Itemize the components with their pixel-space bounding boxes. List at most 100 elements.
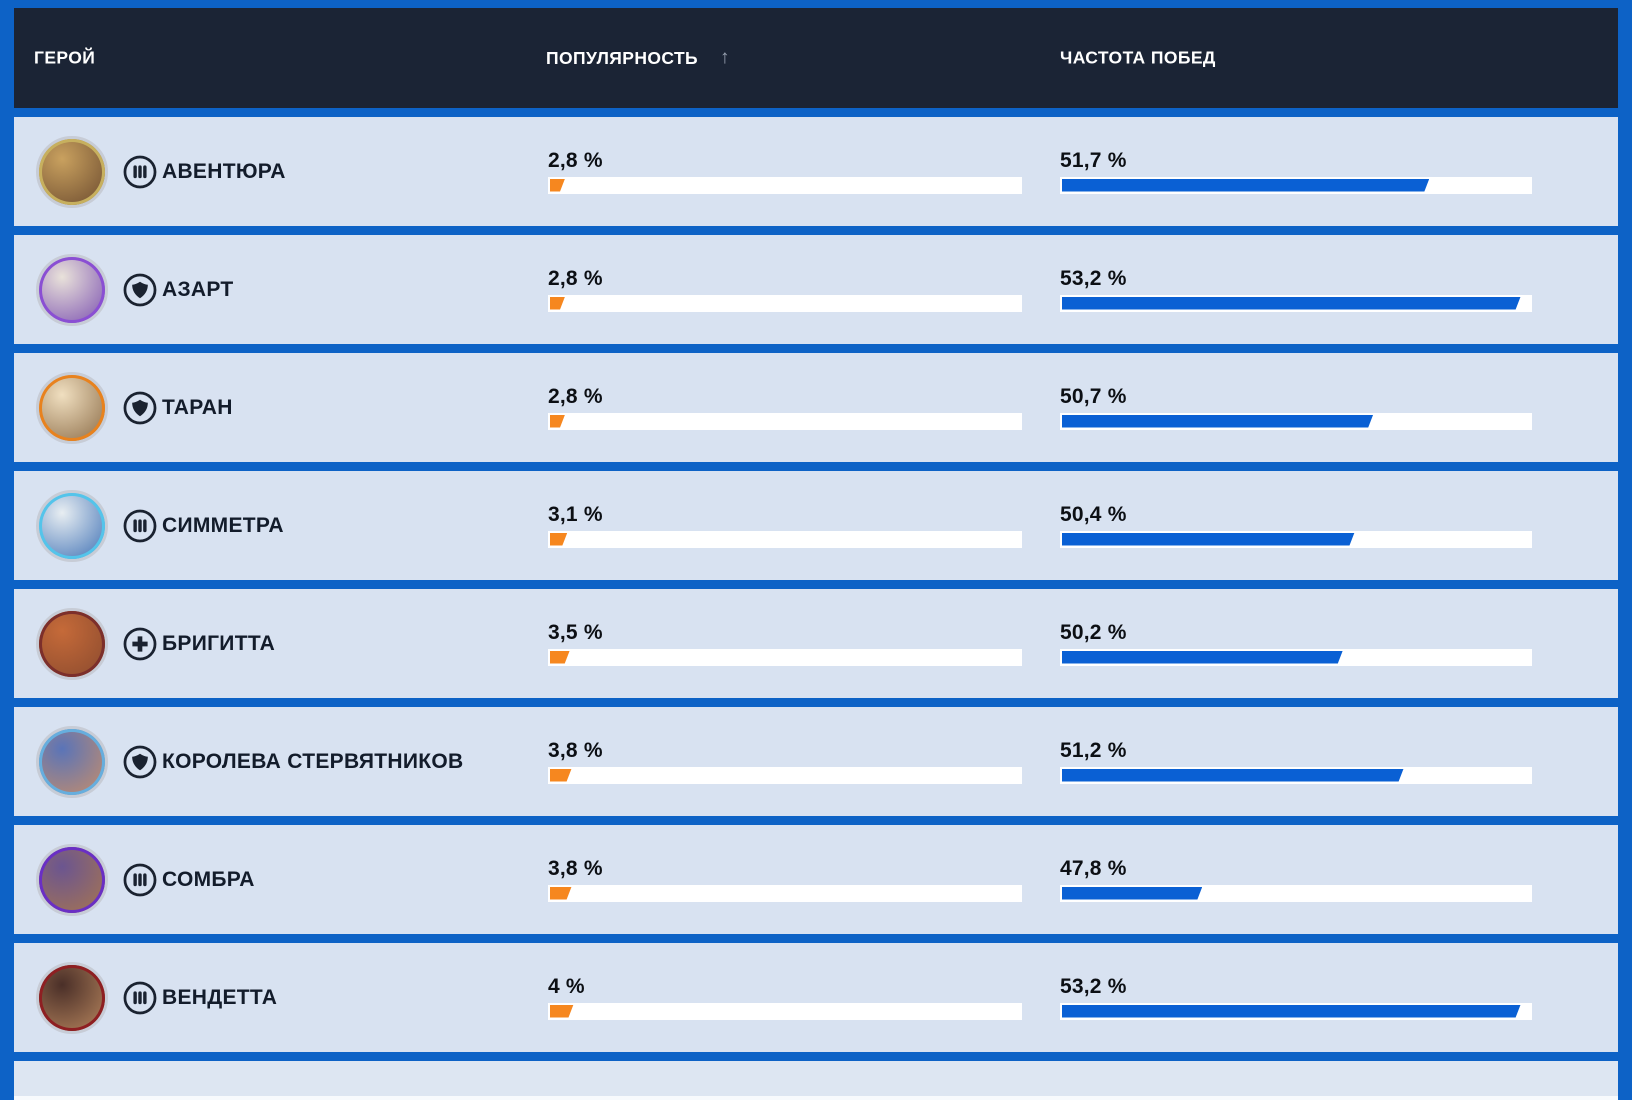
- tank-role-icon: [123, 391, 157, 424]
- damage-role-icon: [123, 509, 157, 542]
- winrate-value: 51,7 %: [1060, 148, 1127, 172]
- column-header-hero[interactable]: ГЕРОЙ: [34, 48, 95, 69]
- winrate-bar-track: [1060, 648, 1532, 666]
- table-header: ГЕРОЙ ПОПУЛЯРНОСТЬ ↑ ЧАСТОТА ПОБЕД: [14, 8, 1618, 108]
- support-role-icon: [123, 627, 157, 660]
- winrate-bar-fill: [1062, 179, 1429, 192]
- popularity-bar-fill: [550, 651, 570, 664]
- avatar: [36, 961, 108, 1034]
- table-row-partial: [14, 1061, 1618, 1096]
- winrate-cell: 50,7 %: [1060, 386, 1532, 430]
- hero-name: СОМБРА: [162, 867, 255, 891]
- avatar-portrait: [39, 492, 105, 559]
- popularity-bar-track: [548, 884, 1022, 902]
- winrate-bar-fill: [1062, 1005, 1521, 1018]
- winrate-bar-fill: [1062, 651, 1343, 664]
- popularity-bar-fill: [550, 533, 567, 546]
- popularity-bar-track: [548, 412, 1022, 430]
- column-header-popularity[interactable]: ПОПУЛЯРНОСТЬ ↑: [546, 47, 730, 69]
- table-row[interactable]: СИММЕТРА 3,1 % 50,4 %: [14, 471, 1618, 580]
- winrate-value: 51,2 %: [1060, 738, 1127, 762]
- table-row[interactable]: АВЕНТЮРА 2,8 % 51,7 %: [14, 117, 1618, 226]
- table-row[interactable]: СОМБРА 3,8 % 47,8 %: [14, 825, 1618, 934]
- table-row[interactable]: АЗАРТ 2,8 % 53,2 %: [14, 235, 1618, 344]
- damage-role-icon: [123, 981, 157, 1014]
- winrate-bar-track: [1060, 884, 1532, 902]
- avatar-portrait: [39, 374, 105, 441]
- popularity-bar-track: [548, 530, 1022, 548]
- avatar: [36, 843, 108, 916]
- avatar: [36, 725, 108, 798]
- popularity-cell: 3,5 %: [548, 622, 1022, 666]
- hero-name: КОРОЛЕВА СТЕРВЯТНИКОВ: [162, 749, 464, 773]
- table-row[interactable]: ТАРАН 2,8 % 50,7 %: [14, 353, 1618, 462]
- popularity-bar-fill: [550, 297, 565, 310]
- column-header-winrate[interactable]: ЧАСТОТА ПОБЕД: [1060, 48, 1216, 69]
- damage-role-icon: [123, 155, 157, 188]
- hero-name: СИММЕТРА: [162, 513, 284, 537]
- winrate-bar-fill: [1062, 887, 1202, 900]
- winrate-value: 53,2 %: [1060, 974, 1127, 998]
- winrate-cell: 51,2 %: [1060, 740, 1532, 784]
- popularity-bar-fill: [550, 1005, 574, 1018]
- damage-role-icon: [123, 863, 157, 896]
- popularity-cell: 2,8 %: [548, 386, 1022, 430]
- winrate-cell: 50,4 %: [1060, 504, 1532, 548]
- winrate-cell: 47,8 %: [1060, 858, 1532, 902]
- winrate-value: 50,7 %: [1060, 384, 1127, 408]
- popularity-cell: 4 %: [548, 976, 1022, 1020]
- table-body: АВЕНТЮРА 2,8 % 51,7 % АЗАРТ 2,8 %: [14, 117, 1618, 1052]
- popularity-bar-fill: [550, 179, 565, 192]
- winrate-bar-fill: [1062, 415, 1373, 428]
- winrate-cell: 53,2 %: [1060, 976, 1532, 1020]
- popularity-bar-track: [548, 176, 1022, 194]
- winrate-value: 50,4 %: [1060, 502, 1127, 526]
- winrate-cell: 50,2 %: [1060, 622, 1532, 666]
- hero-name: БРИГИТТА: [162, 631, 276, 655]
- winrate-bar-track: [1060, 530, 1532, 548]
- popularity-value: 2,8 %: [548, 266, 603, 290]
- popularity-cell: 2,8 %: [548, 268, 1022, 312]
- winrate-cell: 51,7 %: [1060, 150, 1532, 194]
- popularity-bar-track: [548, 766, 1022, 784]
- avatar: [36, 253, 108, 326]
- popularity-bar-track: [548, 648, 1022, 666]
- column-header-popularity-label: ПОПУЛЯРНОСТЬ: [546, 47, 699, 68]
- avatar-portrait: [39, 728, 105, 795]
- winrate-value: 50,2 %: [1060, 620, 1127, 644]
- avatar-portrait: [39, 256, 105, 323]
- winrate-bar-track: [1060, 294, 1532, 312]
- popularity-value: 2,8 %: [548, 148, 603, 172]
- popularity-value: 3,8 %: [548, 738, 603, 762]
- table-row[interactable]: КОРОЛЕВА СТЕРВЯТНИКОВ 3,8 % 51,2 %: [14, 707, 1618, 816]
- popularity-bar-fill: [550, 769, 572, 782]
- popularity-cell: 3,8 %: [548, 858, 1022, 902]
- popularity-value: 3,1 %: [548, 502, 603, 526]
- winrate-bar-track: [1060, 1002, 1532, 1020]
- avatar-portrait: [39, 964, 105, 1031]
- page-bottom-strip: [14, 1096, 1618, 1100]
- tank-role-icon: [123, 745, 157, 778]
- winrate-value: 47,8 %: [1060, 856, 1127, 880]
- winrate-cell: 53,2 %: [1060, 268, 1532, 312]
- avatar: [36, 607, 108, 680]
- popularity-value: 3,8 %: [548, 856, 603, 880]
- hero-name: АЗАРТ: [162, 277, 234, 301]
- popularity-bar-track: [548, 294, 1022, 312]
- winrate-bar-fill: [1062, 297, 1521, 310]
- hero-name: АВЕНТЮРА: [162, 159, 286, 183]
- table-row[interactable]: ВЕНДЕТТА 4 % 53,2 %: [14, 943, 1618, 1052]
- avatar-portrait: [39, 610, 105, 677]
- popularity-value: 4 %: [548, 974, 585, 998]
- winrate-value: 53,2 %: [1060, 266, 1127, 290]
- sort-ascending-arrow-icon: ↑: [720, 47, 730, 68]
- popularity-cell: 3,1 %: [548, 504, 1022, 548]
- table-row[interactable]: БРИГИТТА 3,5 % 50,2 %: [14, 589, 1618, 698]
- hero-name: ТАРАН: [162, 395, 233, 419]
- winrate-bar-fill: [1062, 769, 1404, 782]
- avatar: [36, 371, 108, 444]
- winrate-bar-track: [1060, 766, 1532, 784]
- popularity-bar-fill: [550, 887, 572, 900]
- winrate-bar-fill: [1062, 533, 1355, 546]
